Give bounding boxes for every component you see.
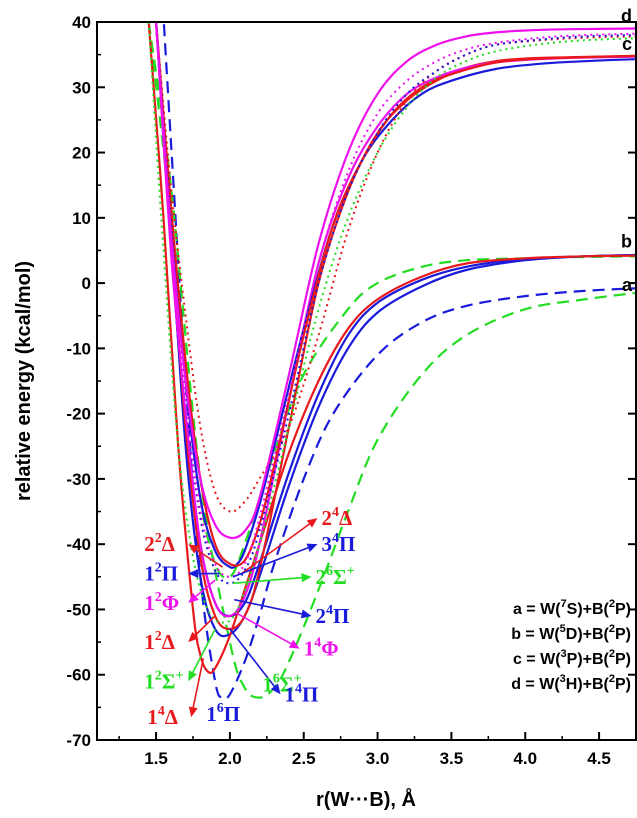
state-label: 34Π (321, 531, 355, 556)
state-label: 14Δ (147, 704, 178, 729)
series-line-10 (155, 22, 636, 567)
asymptote-letter-b: b (621, 232, 632, 252)
label-arrow-head (301, 573, 312, 583)
x-tick-label: 1.5 (144, 749, 168, 768)
series-line-4 (155, 22, 636, 638)
y-tick-label: 0 (82, 274, 91, 293)
state-label: 14Φ (304, 636, 339, 661)
state-label: 22Δ (144, 531, 175, 556)
label-arrow-line (192, 658, 205, 708)
series-line-2 (147, 22, 636, 699)
y-tick-label: -50 (66, 600, 91, 619)
x-tick-label: 3.5 (440, 749, 464, 768)
series-line-14 (147, 22, 636, 624)
label-arrow-line (196, 549, 223, 568)
label-arrow-head (306, 518, 318, 528)
y-tick-label: -20 (66, 405, 91, 424)
label-arrow-line (192, 628, 216, 673)
label-arrow-head (188, 631, 199, 643)
legend-entry: b = W(5D)+B(2P) (511, 623, 631, 643)
asymptote-legend: a = W(7S)+B(2P) b = W(5D)+B(2P) c = W(3P)+… (511, 598, 631, 693)
y-tick-label: -40 (66, 535, 91, 554)
label-arrow-line (194, 615, 216, 636)
state-label: 16Σ+ (262, 672, 301, 697)
asymptote-letter-d: d (621, 6, 632, 26)
y-tick-label: -30 (66, 470, 91, 489)
label-arrow-line (229, 628, 276, 687)
y-tick-label: 30 (72, 78, 91, 97)
state-label: 12Φ (144, 590, 179, 615)
label-arrow-head (300, 609, 312, 619)
state-label: 26Σ+ (316, 564, 355, 589)
y-tick-label: -60 (66, 666, 91, 685)
series-line-15 (155, 22, 636, 540)
x-tick-label: 4.0 (513, 749, 537, 768)
label-arrow-line (195, 579, 216, 598)
legend-entry: a = W(7S)+B(2P) (513, 598, 631, 618)
label-arrow-head (188, 706, 198, 718)
series-line-3 (147, 22, 636, 580)
label-arrow-head (188, 544, 200, 554)
label-arrow-head (188, 569, 199, 579)
state-label: 14Π (285, 681, 319, 706)
series-line-11 (155, 22, 636, 513)
series-line-6 (147, 22, 636, 675)
label-arrow-line (241, 523, 310, 575)
state-label: 24Π (316, 603, 350, 628)
label-arrow-line (232, 576, 302, 585)
state-label: 12Σ+ (144, 668, 183, 693)
x-tick-label: 3.0 (366, 749, 390, 768)
asymptote-letter-c: c (622, 34, 632, 54)
label-arrow-head (270, 683, 281, 695)
x-tick-label: 2.5 (292, 749, 316, 768)
y-tick-label: -70 (66, 731, 91, 750)
x-tick-label: 2.0 (218, 749, 242, 768)
y-axis-title: relative energy (kcal/mol) (13, 261, 35, 501)
state-label: 12Δ (144, 629, 175, 654)
state-label: 24Δ (321, 505, 352, 530)
label-arrow-head (188, 593, 199, 603)
y-tick-label: 20 (72, 144, 91, 163)
state-label: 12Π (144, 561, 178, 586)
label-arrow-line (234, 598, 302, 615)
legend-entry: d = W(3H)+B(2P) (511, 673, 631, 693)
label-arrow-head (306, 543, 318, 552)
x-axis-title: r(W···B), Å (316, 787, 416, 811)
label-arrow-line (235, 612, 292, 645)
state-label: 16Π (206, 701, 240, 726)
label-arrow-head (188, 670, 197, 682)
legend-entry: c = W(3P)+B(2P) (513, 648, 631, 668)
y-tick-label: -10 (66, 339, 91, 358)
y-tick-label: 10 (72, 209, 91, 228)
x-tick-label: 4.5 (587, 749, 611, 768)
label-arrow-line (232, 547, 309, 578)
label-arrow-head (288, 639, 300, 649)
asymptote-letter-a: a (622, 275, 633, 295)
y-tick-label: 40 (72, 13, 91, 32)
